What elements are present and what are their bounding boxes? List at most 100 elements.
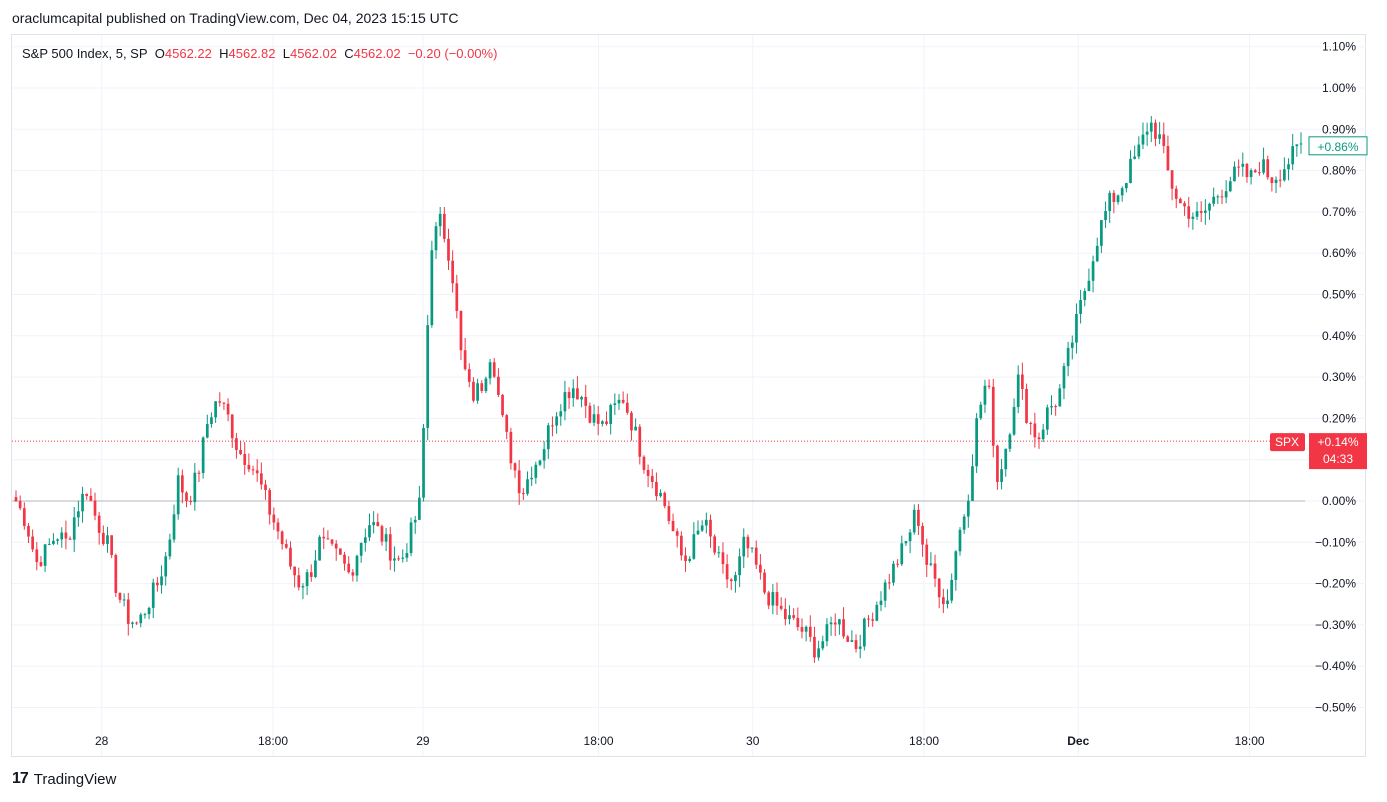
candle-body [1154, 122, 1157, 139]
candle-body [418, 497, 421, 520]
candle-body [638, 426, 642, 457]
candle-body [813, 636, 816, 658]
candle-body [301, 586, 305, 588]
candle-body [588, 405, 592, 423]
candle-body [1199, 211, 1203, 213]
candle-body [334, 543, 338, 549]
y-tick-label: 1.00% [1322, 81, 1356, 95]
candle-body [1241, 163, 1245, 167]
candle-body [35, 549, 39, 563]
candle-body [1191, 216, 1195, 219]
candle-body [368, 525, 371, 538]
candle-body [85, 493, 89, 496]
candle-body [101, 532, 105, 544]
candle-body [97, 515, 101, 533]
candle-body [43, 544, 47, 566]
candle-body [1129, 158, 1132, 184]
candle-body [692, 534, 696, 559]
candle-body [1062, 366, 1066, 389]
candle-body [284, 544, 288, 548]
symbol-tag-label: SPX [1275, 435, 1299, 449]
candle-body [355, 555, 359, 576]
candle-body [659, 492, 662, 497]
publisher-line: oraclumcapital published on TradingView.… [12, 10, 459, 26]
candle-body [1112, 192, 1116, 203]
candle-body [867, 618, 870, 620]
candle-body [896, 563, 899, 565]
candle-body [151, 582, 155, 608]
candle-body [646, 469, 650, 476]
candle-body [185, 492, 188, 502]
candle-body [833, 622, 837, 625]
candle-body [800, 627, 804, 632]
candle-body [979, 404, 983, 419]
candle-body [393, 558, 396, 561]
candle-body [1016, 374, 1020, 408]
candle-body [704, 519, 708, 526]
candle-body [846, 636, 850, 642]
candle-body [1108, 192, 1112, 211]
candle-body [455, 283, 459, 311]
candle-body [613, 403, 617, 405]
candle-body [996, 445, 999, 482]
candle-body [538, 460, 542, 465]
candle-body [1050, 406, 1053, 408]
candle-body [110, 535, 114, 556]
candle-body [526, 479, 529, 494]
candle-body [347, 563, 351, 573]
current-price-label: +0.14% [1317, 435, 1358, 449]
candle-body [825, 624, 829, 642]
symbol-name[interactable]: S&P 500 Index, 5, SP [22, 46, 148, 61]
candle-body [779, 605, 783, 609]
candle-body [1116, 195, 1120, 203]
candle-body [31, 536, 34, 550]
candle-body [1008, 434, 1012, 449]
candle-body [131, 622, 134, 624]
candle-body [1054, 406, 1057, 408]
candle-body [230, 414, 234, 439]
time-axis: 28 18:00 29 18:00 30 18:00 Dec 18:00 [95, 734, 1265, 748]
candle-body [509, 431, 513, 464]
candle-body [168, 539, 172, 557]
candle-body [630, 412, 633, 431]
candle-body [650, 475, 654, 482]
candle-body [135, 622, 138, 624]
candle-body [634, 426, 637, 431]
y-tick-label: 1.10% [1322, 40, 1356, 54]
candle-body [56, 539, 59, 541]
candle-body [991, 386, 995, 446]
candle-body [1266, 159, 1270, 178]
candle-body [925, 544, 929, 565]
candle-body [954, 551, 958, 580]
candle-body [180, 475, 184, 493]
candle-body [60, 532, 64, 540]
candle-body [763, 572, 766, 593]
candle-body [156, 582, 159, 586]
candle-body [47, 543, 51, 545]
symbol-legend[interactable]: S&P 500 Index, 5, SP O4562.22 H4562.82 L… [22, 46, 497, 61]
candle-body [434, 226, 438, 251]
candle-body [1212, 196, 1216, 204]
tradingview-brand[interactable]: 17 TradingView [12, 770, 116, 788]
last-change-tag [1308, 136, 1368, 156]
y-tick-label: 0.00% [1322, 494, 1356, 508]
candle-body [139, 614, 143, 624]
candle-body [767, 592, 771, 606]
brand-name: TradingView [33, 770, 117, 788]
candle-body [592, 414, 596, 423]
candle-body [226, 403, 230, 415]
candle-body [1021, 374, 1024, 389]
candle-body [255, 470, 259, 474]
candle-body [147, 607, 151, 615]
candle-body [808, 626, 812, 637]
candle-body [272, 514, 276, 523]
candle-body [821, 641, 825, 649]
candle-body [546, 425, 550, 450]
candle-body [1045, 407, 1049, 430]
y-tick-label: −0.20% [1315, 577, 1356, 591]
candle-body [492, 362, 496, 377]
x-tick-label: Dec [1067, 734, 1089, 748]
candle-body [987, 385, 991, 387]
candle-body [1208, 203, 1211, 211]
